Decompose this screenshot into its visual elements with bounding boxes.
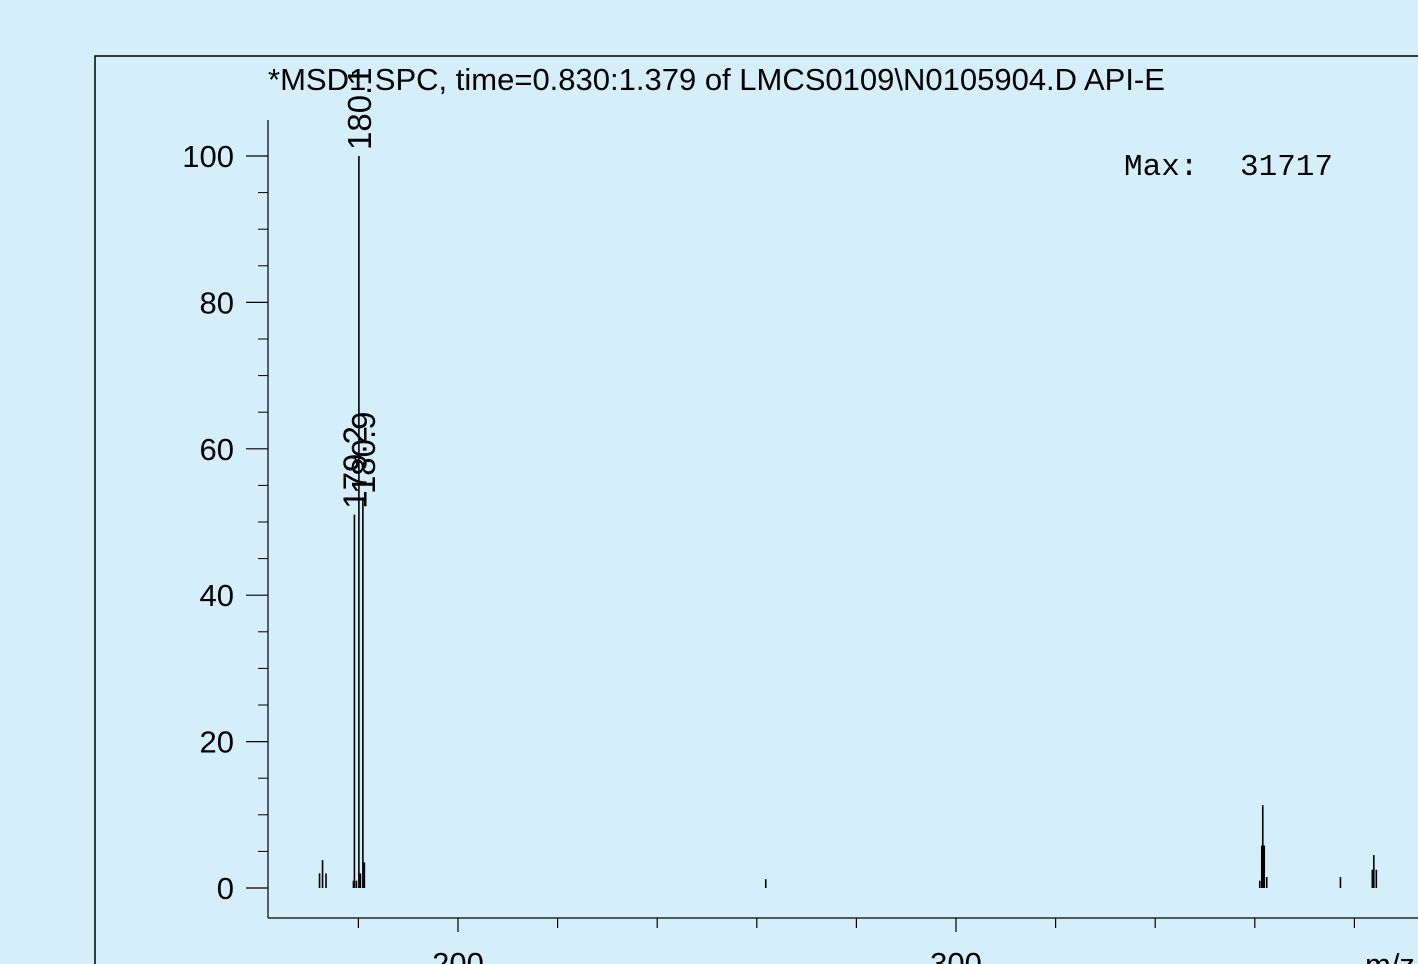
y-tick-label: 100 [182, 139, 234, 174]
x-tick-label: 200 [432, 946, 484, 964]
y-tick-label: 60 [200, 432, 234, 467]
peak-label: 179.2 [336, 426, 373, 509]
y-tick-label: 40 [200, 578, 234, 613]
chart-title: *MSD1 SPC, time=0.830:1.379 of LMCS0109\… [268, 62, 1165, 97]
x-axis-label: m/z [1365, 947, 1415, 964]
y-tick-label: 0 [217, 871, 234, 906]
y-tick-label: 80 [200, 285, 234, 320]
peak-label: 180.9 [345, 411, 382, 494]
spectrum-peaks [318, 156, 1378, 888]
plot-frame [94, 55, 1418, 964]
peak-label: 180.1 [341, 67, 378, 150]
y-axis-ticks: 0 20 40 60 80 100 [182, 139, 268, 906]
x-tick-label: 300 [930, 946, 982, 964]
y-tick-label: 20 [200, 725, 234, 760]
max-value: 31717 [1240, 150, 1333, 185]
x-axis-ticks: 200 300 [357, 918, 1356, 964]
max-label: Max: [1124, 150, 1198, 185]
